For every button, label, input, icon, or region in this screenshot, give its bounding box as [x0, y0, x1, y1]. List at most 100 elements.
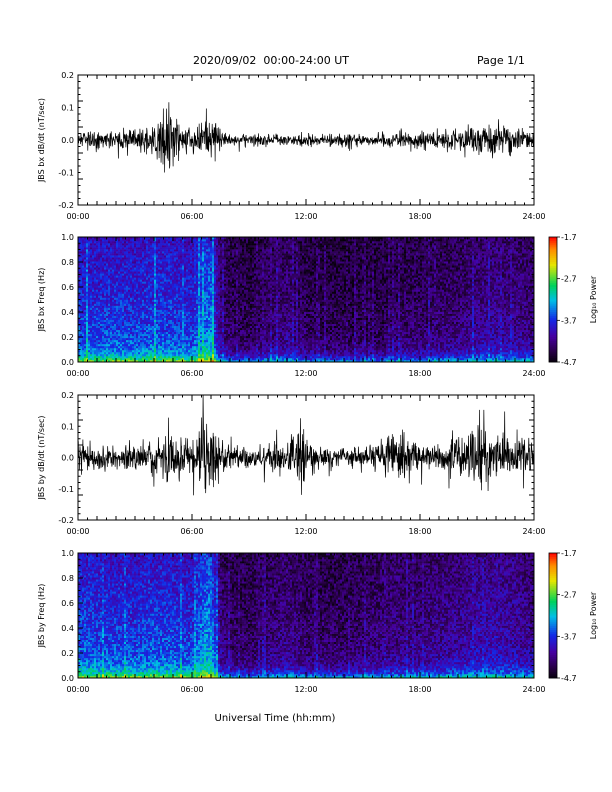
- spectrogram-cell: [168, 334, 170, 336]
- spectrogram-cell: [200, 287, 202, 289]
- spectrogram-cell: [140, 332, 142, 334]
- spectrogram-cell: [208, 285, 210, 287]
- spectrogram-cell: [184, 269, 186, 271]
- spectrogram-cell: [174, 293, 176, 295]
- spectrogram-cell: [130, 243, 132, 245]
- spectrogram-cell: [108, 285, 110, 287]
- spectrogram-cell: [122, 330, 124, 332]
- spectrogram-cell: [218, 263, 220, 265]
- spectrogram-cell: [146, 354, 148, 356]
- spectrogram-cell: [176, 283, 178, 285]
- spectrogram-cell: [188, 245, 190, 247]
- spectrogram-cell: [104, 273, 106, 275]
- spectrogram-cell: [134, 318, 136, 320]
- spectrogram-cell: [232, 324, 234, 326]
- spectrogram-cell: [204, 348, 206, 350]
- spectrogram-cell: [158, 330, 160, 332]
- spectrogram-cell: [190, 306, 192, 308]
- spectrogram-cell: [120, 275, 122, 277]
- spectrogram-cell: [168, 322, 170, 324]
- spectrogram-cell: [160, 330, 162, 332]
- spectrogram-cell: [174, 271, 176, 273]
- spectrogram-cell: [168, 330, 170, 332]
- spectrogram-cell: [96, 352, 98, 354]
- spectrogram-cell: [210, 312, 212, 314]
- spectrogram-cell: [146, 326, 148, 328]
- spectrogram-cell: [166, 358, 168, 360]
- spectrogram-cell: [116, 344, 118, 346]
- spectrogram-cell: [154, 297, 156, 299]
- spectrogram-cell: [204, 287, 206, 289]
- spectrogram-cell: [96, 295, 98, 297]
- spectrogram-cell: [88, 265, 90, 267]
- spectrogram-cell: [112, 239, 114, 241]
- spectrogram-cell: [90, 316, 92, 318]
- spectrogram-cell: [174, 356, 176, 358]
- spectrogram-cell: [114, 302, 116, 304]
- spectrogram-cell: [230, 285, 232, 287]
- spectrogram-cell: [196, 295, 198, 297]
- spectrogram-cell: [144, 277, 146, 279]
- spectrogram-cell: [208, 297, 210, 299]
- spectrogram-cell: [92, 306, 94, 308]
- spectrogram-cell: [176, 251, 178, 253]
- spectrogram-cell: [94, 285, 96, 287]
- spectrogram-cell: [188, 269, 190, 271]
- y-axis-label: JBS bx dB/dt (nT/sec): [37, 98, 46, 183]
- spectrogram-cell: [166, 265, 168, 267]
- spectrogram-cell: [104, 346, 106, 348]
- spectrogram-cell: [176, 257, 178, 259]
- spectrogram-cell: [214, 257, 216, 259]
- spectrogram-cell: [144, 356, 146, 358]
- spectrogram-cell: [226, 255, 228, 257]
- spectrogram-cell: [212, 279, 214, 281]
- spectrogram-cell: [92, 271, 94, 273]
- spectrogram-cell: [96, 247, 98, 249]
- spectrogram-cell: [116, 287, 118, 289]
- spectrogram-cell: [108, 354, 110, 356]
- spectrogram-cell: [236, 340, 238, 342]
- spectrogram-cell: [100, 281, 102, 283]
- spectrogram-cell: [212, 302, 214, 304]
- spectrogram-cell: [102, 241, 104, 243]
- spectrogram-cell: [198, 243, 200, 245]
- spectrogram-cell: [138, 316, 140, 318]
- spectrogram-cell: [222, 293, 224, 295]
- spectrogram-cell: [174, 247, 176, 249]
- spectrogram-cell: [226, 348, 228, 350]
- spectrogram-cell: [158, 342, 160, 344]
- spectrogram-cell: [226, 267, 228, 269]
- spectrogram-cell: [140, 283, 142, 285]
- spectrogram-cell: [98, 314, 100, 316]
- spectrogram-cell: [172, 269, 174, 271]
- spectrogram-cell: [106, 265, 108, 267]
- spectrogram-cell: [176, 269, 178, 271]
- spectrogram-cell: [112, 306, 114, 308]
- spectrogram-cell: [180, 297, 182, 299]
- spectrogram-cell: [156, 310, 158, 312]
- spectrogram-cell: [172, 334, 174, 336]
- spectrogram-cell: [184, 342, 186, 344]
- spectrogram-cell: [194, 308, 196, 310]
- spectrogram-cell: [222, 281, 224, 283]
- spectrogram-cell: [166, 295, 168, 297]
- spectrogram-cell: [184, 306, 186, 308]
- spectrogram-cell: [80, 287, 82, 289]
- spectrogram-cell: [230, 273, 232, 275]
- spectrogram-cell: [138, 259, 140, 261]
- spectrogram-cell: [92, 348, 94, 350]
- spectrogram-cell: [230, 352, 232, 354]
- spectrogram-cell: [194, 257, 196, 259]
- spectrogram-cell: [228, 346, 230, 348]
- spectrogram-cell: [168, 259, 170, 261]
- spectrogram-cell: [116, 314, 118, 316]
- spectrogram-cell: [120, 253, 122, 255]
- spectrogram-cell: [232, 316, 234, 318]
- spectrogram-cell: [150, 267, 152, 269]
- spectrogram-cell: [160, 251, 162, 253]
- spectrogram-cell: [220, 271, 222, 273]
- spectrogram-cell: [84, 277, 86, 279]
- spectrogram-cell: [116, 356, 118, 358]
- spectrogram-cell: [192, 279, 194, 281]
- spectrogram-cell: [140, 322, 142, 324]
